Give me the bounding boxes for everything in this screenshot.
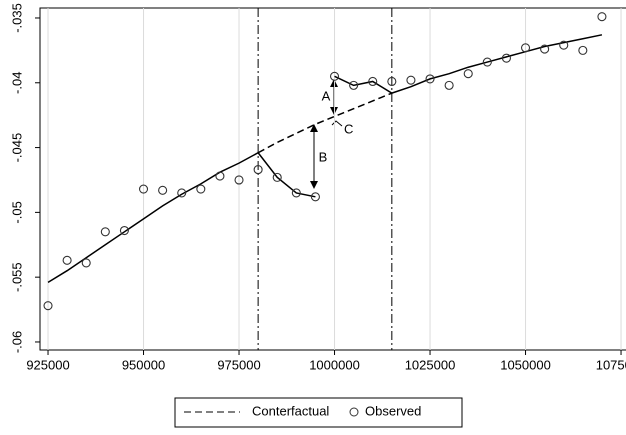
data-point xyxy=(215,171,225,181)
data-point xyxy=(349,80,359,90)
x-tick-label: 1000000 xyxy=(309,357,360,372)
y-tick-label: -.055 xyxy=(9,262,24,292)
y-tick-label: -.035 xyxy=(9,3,24,33)
data-point xyxy=(253,165,263,175)
y-tick-label: -.045 xyxy=(9,133,24,163)
data-point xyxy=(444,80,454,90)
x-tick-label: 1025000 xyxy=(405,357,456,372)
data-point xyxy=(368,76,378,87)
data-point xyxy=(177,188,187,198)
data-point xyxy=(196,184,206,194)
data-point xyxy=(234,175,244,185)
data-point xyxy=(540,44,550,54)
annotation: B xyxy=(319,149,328,164)
data-point xyxy=(387,76,397,87)
legend-marker xyxy=(349,407,359,417)
line-series xyxy=(257,92,393,154)
data-point xyxy=(425,74,435,84)
data-point xyxy=(559,40,569,50)
y-tick-label: -.04 xyxy=(9,72,24,94)
data-point xyxy=(329,71,340,81)
arrow-c xyxy=(331,120,343,127)
data-point xyxy=(463,69,473,79)
y-tick-label: -.05 xyxy=(9,201,24,223)
data-point xyxy=(597,12,607,22)
x-tick-label: 925000 xyxy=(26,357,69,372)
legend-label: Observed xyxy=(365,403,421,418)
x-tick-label: 950000 xyxy=(122,357,165,372)
annotation: A xyxy=(322,88,331,103)
legend-box xyxy=(174,397,463,428)
line-series xyxy=(334,34,603,94)
data-point xyxy=(119,225,129,236)
y-tick-label: -.06 xyxy=(9,331,24,353)
data-point xyxy=(158,185,168,195)
data-point xyxy=(501,53,511,63)
data-point xyxy=(138,184,149,194)
x-tick-label: 1075000 xyxy=(596,357,626,372)
data-point xyxy=(291,188,301,198)
data-point xyxy=(520,43,531,53)
data-point xyxy=(406,75,416,85)
data-point xyxy=(100,227,110,237)
data-point xyxy=(272,172,282,182)
x-tick-label: 975000 xyxy=(217,357,260,372)
data-point xyxy=(310,192,320,202)
legend-label: Conterfactual xyxy=(252,403,329,418)
plot-frame xyxy=(39,7,626,351)
data-point xyxy=(482,57,492,67)
data-point xyxy=(43,301,53,311)
x-tick-label: 1050000 xyxy=(500,357,551,372)
data-point xyxy=(81,258,91,268)
annotation: C xyxy=(344,121,353,136)
line-series xyxy=(47,151,316,283)
data-point xyxy=(62,255,72,265)
data-point xyxy=(578,45,588,55)
